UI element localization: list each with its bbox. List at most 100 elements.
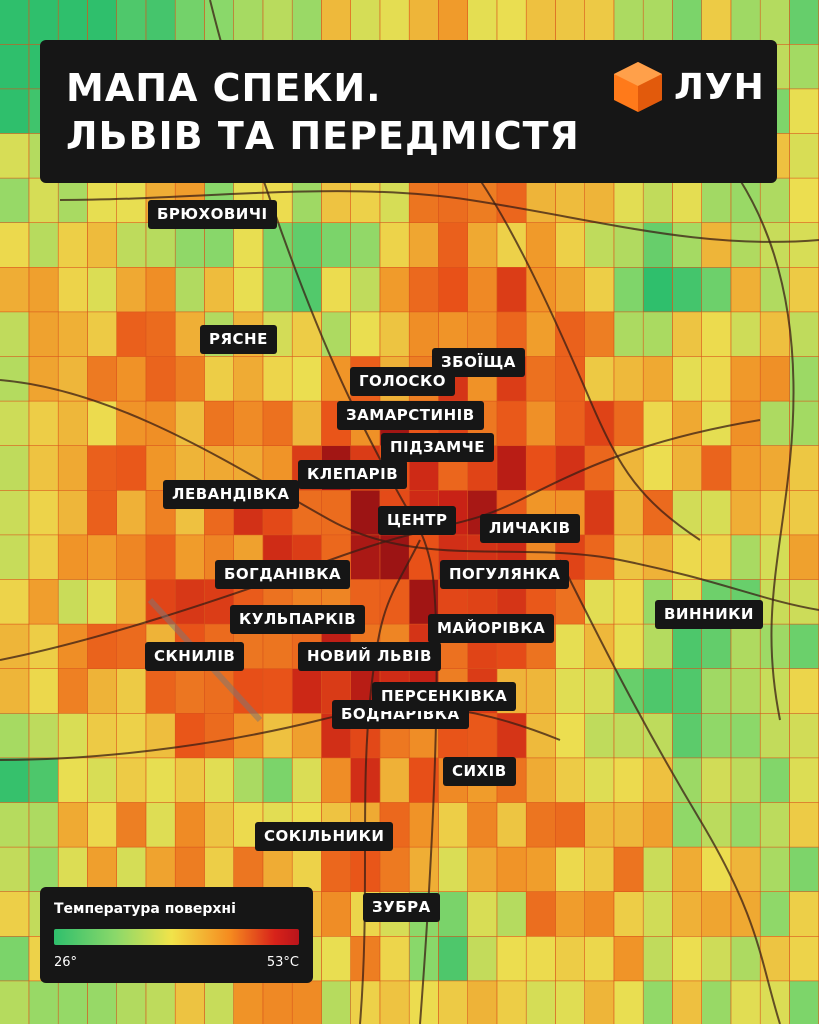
heat-cell xyxy=(497,223,526,267)
heat-cell xyxy=(555,401,585,446)
heat-cell xyxy=(380,981,409,1024)
heat-cell xyxy=(585,847,614,892)
heat-cell xyxy=(585,624,614,669)
heat-cell xyxy=(58,758,88,803)
heat-cell xyxy=(29,267,58,312)
heat-cell xyxy=(497,936,526,981)
heat-cell xyxy=(438,802,468,847)
heat-cell xyxy=(468,936,497,981)
heat-cell xyxy=(731,0,760,44)
heat-cell xyxy=(0,89,29,134)
heat-cell xyxy=(117,312,146,357)
heat-cell xyxy=(497,802,526,847)
heat-cell xyxy=(117,981,146,1024)
heat-cell xyxy=(117,356,146,401)
heat-cell xyxy=(117,223,146,267)
heat-cell xyxy=(789,981,819,1024)
district-label: ЗАМАРСТИНІВ xyxy=(337,401,484,430)
logo: ЛУН xyxy=(612,60,765,114)
heat-cell xyxy=(672,847,702,892)
heat-cell xyxy=(234,356,263,401)
heat-cell xyxy=(526,669,556,713)
heat-cell xyxy=(643,446,673,490)
heat-cell xyxy=(702,892,731,936)
heat-cell xyxy=(585,401,614,446)
heat-cell xyxy=(234,223,263,267)
heat-cell xyxy=(731,758,760,803)
heat-cell xyxy=(0,356,29,401)
heat-cell xyxy=(585,936,614,981)
heat-cell xyxy=(175,223,205,267)
heat-cell xyxy=(760,312,790,357)
heat-cell xyxy=(585,490,614,535)
heat-cell xyxy=(87,446,117,490)
heat-cell xyxy=(58,981,88,1024)
heat-cell xyxy=(146,802,175,847)
heat-cell xyxy=(234,847,263,892)
heat-cell xyxy=(497,892,526,936)
heat-cell xyxy=(58,267,88,312)
heat-cell xyxy=(614,312,643,357)
heat-cell xyxy=(731,267,760,312)
heat-cell xyxy=(29,758,58,803)
heat-cell xyxy=(760,847,790,892)
heat-cell xyxy=(146,0,175,44)
heat-cell xyxy=(789,892,819,936)
district-label: МАЙОРІВКА xyxy=(428,614,555,643)
heat-cell xyxy=(702,713,731,758)
heat-cell xyxy=(614,178,643,223)
legend: Температура поверхні 26° 53°C xyxy=(40,887,313,983)
heat-cell xyxy=(146,535,175,580)
heat-cell xyxy=(672,936,702,981)
heat-cell xyxy=(0,535,29,580)
heat-cell xyxy=(204,758,234,803)
heat-cell xyxy=(760,446,790,490)
heat-cell xyxy=(760,936,790,981)
heat-cell xyxy=(614,535,643,580)
heat-cell xyxy=(204,847,234,892)
heat-cell xyxy=(29,401,58,446)
district-label: ВИННИКИ xyxy=(655,600,763,629)
heat-cell xyxy=(585,312,614,357)
heat-cell xyxy=(292,178,322,223)
heat-cell xyxy=(760,535,790,580)
heat-cell xyxy=(351,267,380,312)
heat-cell xyxy=(731,490,760,535)
heat-cell xyxy=(672,624,702,669)
heat-cell xyxy=(731,892,760,936)
heat-cell xyxy=(117,802,146,847)
heat-cell xyxy=(29,178,58,223)
heat-cell xyxy=(497,0,526,44)
heat-cell xyxy=(702,535,731,580)
heat-cell xyxy=(87,267,117,312)
heat-cell xyxy=(351,312,380,357)
district-label: ЗУБРА xyxy=(363,893,440,922)
heat-cell xyxy=(789,535,819,580)
heat-cell xyxy=(468,847,497,892)
heat-cell xyxy=(555,624,585,669)
heat-cell xyxy=(117,758,146,803)
heat-cell xyxy=(0,892,29,936)
heat-cell xyxy=(351,936,380,981)
heat-cell xyxy=(672,312,702,357)
heat-cell xyxy=(643,0,673,44)
heat-cell xyxy=(146,356,175,401)
heat-cell xyxy=(643,936,673,981)
heat-cell xyxy=(0,981,29,1024)
heat-cell xyxy=(731,178,760,223)
heat-cell xyxy=(789,312,819,357)
heat-cell xyxy=(731,981,760,1024)
heat-cell xyxy=(351,490,380,535)
heat-cell xyxy=(87,223,117,267)
heat-cell xyxy=(87,981,117,1024)
heat-cell xyxy=(204,223,234,267)
heat-cell xyxy=(146,847,175,892)
heat-cell xyxy=(789,401,819,446)
heat-cell xyxy=(526,312,556,357)
heat-cell xyxy=(321,981,351,1024)
heat-cell xyxy=(702,446,731,490)
heat-cell xyxy=(0,936,29,981)
heat-cell xyxy=(526,802,556,847)
heat-cell xyxy=(789,0,819,44)
heat-cell xyxy=(29,981,58,1024)
